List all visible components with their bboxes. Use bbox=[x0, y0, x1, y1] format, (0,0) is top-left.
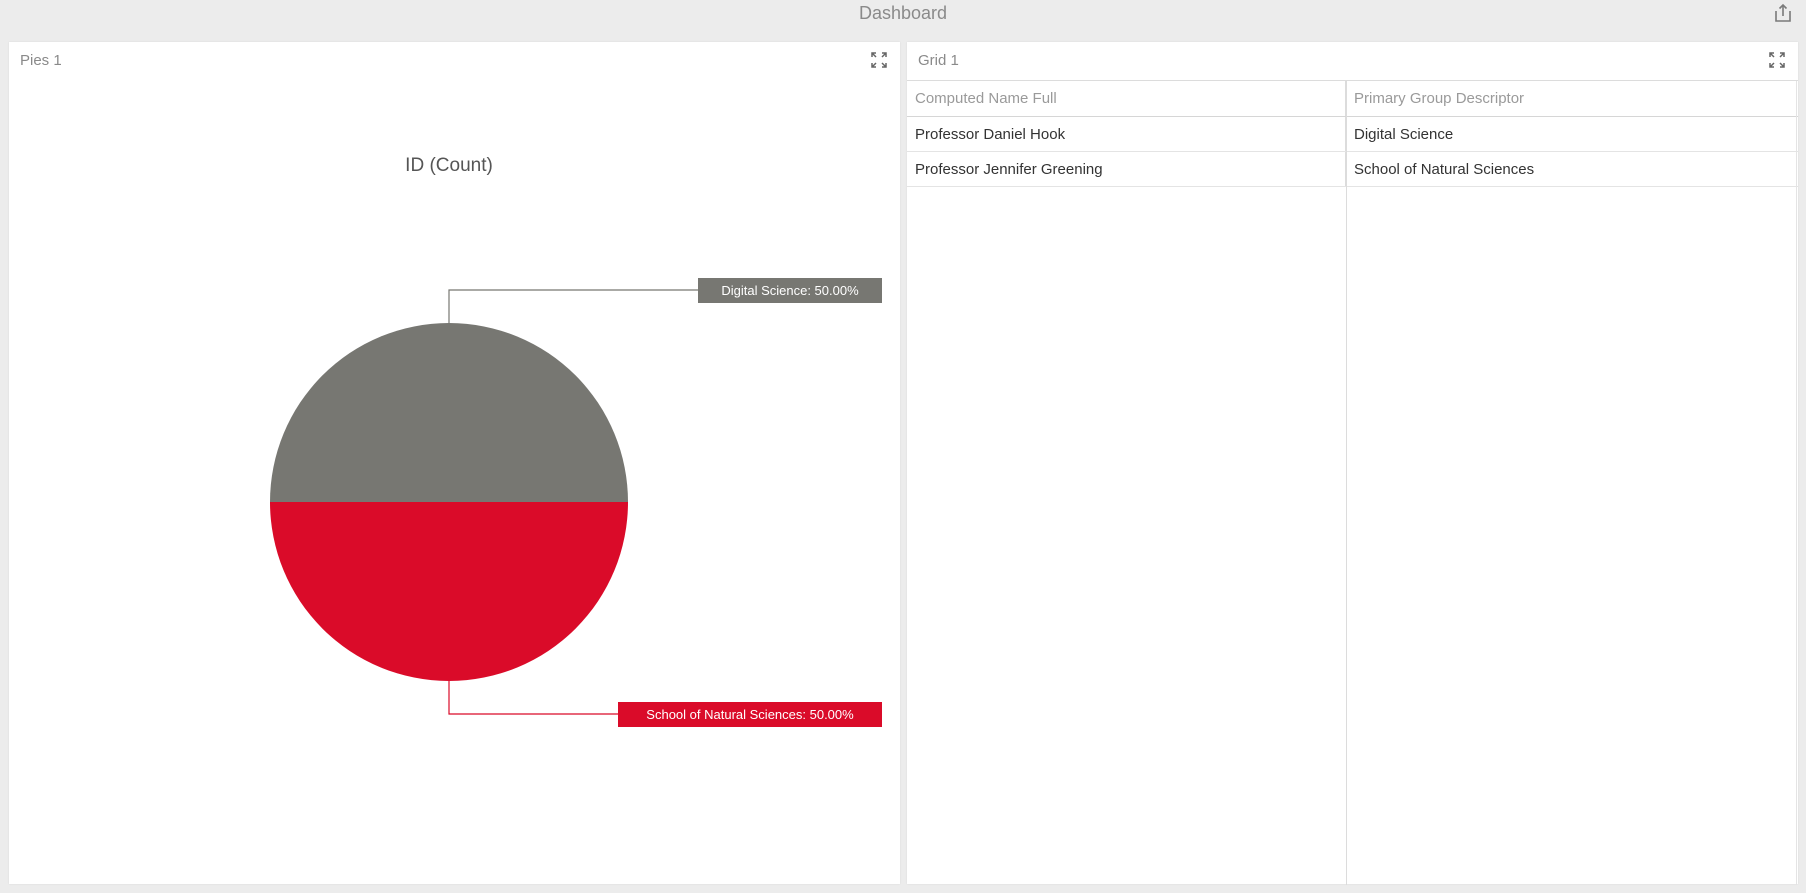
column-header-computed-name-full[interactable]: Computed Name Full bbox=[907, 81, 1346, 116]
grid-panel-title: Grid 1 bbox=[918, 52, 959, 69]
grid-panel: Grid 1 Computed Name Full Primary Group … bbox=[907, 42, 1798, 885]
dashboard-header: Dashboard bbox=[0, 0, 1806, 40]
table-row[interactable]: Professor Jennifer Greening School of Na… bbox=[907, 152, 1798, 187]
chart-title: ID (Count) bbox=[405, 155, 493, 176]
pies-panel-title: Pies 1 bbox=[20, 52, 62, 69]
grid-expand-button[interactable] bbox=[1768, 51, 1786, 69]
leader-line-0 bbox=[448, 289, 698, 323]
dashboard-title: Dashboard bbox=[858, 3, 948, 23]
expand-icon bbox=[871, 52, 887, 68]
expand-icon bbox=[1769, 52, 1785, 68]
pie-slice-0[interactable] bbox=[270, 323, 628, 502]
pies-panel: Pies 1 ID (Count) Digital Science: 50.00… bbox=[9, 42, 900, 884]
cell-name: Professor Jennifer Greening bbox=[907, 152, 1346, 186]
data-label-box-0 bbox=[698, 278, 882, 303]
data-label-1: School of Natural Sciences: 50.00% bbox=[646, 707, 854, 722]
pies-expand-button[interactable] bbox=[870, 51, 888, 69]
leader-line-1 bbox=[448, 681, 618, 715]
table-row[interactable]: Professor Daniel Hook Digital Science bbox=[907, 117, 1798, 152]
data-label-box-1 bbox=[618, 702, 882, 727]
share-export-icon bbox=[1775, 3, 1791, 22]
data-grid: Computed Name Full Primary Group Descrip… bbox=[907, 80, 1798, 885]
column-divider bbox=[1346, 81, 1347, 885]
export-button[interactable] bbox=[1772, 2, 1794, 24]
column-header-primary-group-descriptor[interactable]: Primary Group Descriptor bbox=[1354, 90, 1525, 107]
pie-slice-1[interactable] bbox=[270, 502, 628, 681]
pie-chart: ID (Count) Digital Science: 50.00% School… bbox=[270, 155, 882, 727]
grid-edge bbox=[1796, 81, 1797, 885]
cell-group: Digital Science bbox=[1354, 125, 1454, 143]
grid-header-row: Computed Name Full Primary Group Descrip… bbox=[907, 81, 1798, 117]
data-label-0: Digital Science: 50.00% bbox=[721, 283, 859, 298]
cell-group: School of Natural Sciences bbox=[1354, 160, 1535, 178]
cell-name: Professor Daniel Hook bbox=[907, 117, 1346, 151]
